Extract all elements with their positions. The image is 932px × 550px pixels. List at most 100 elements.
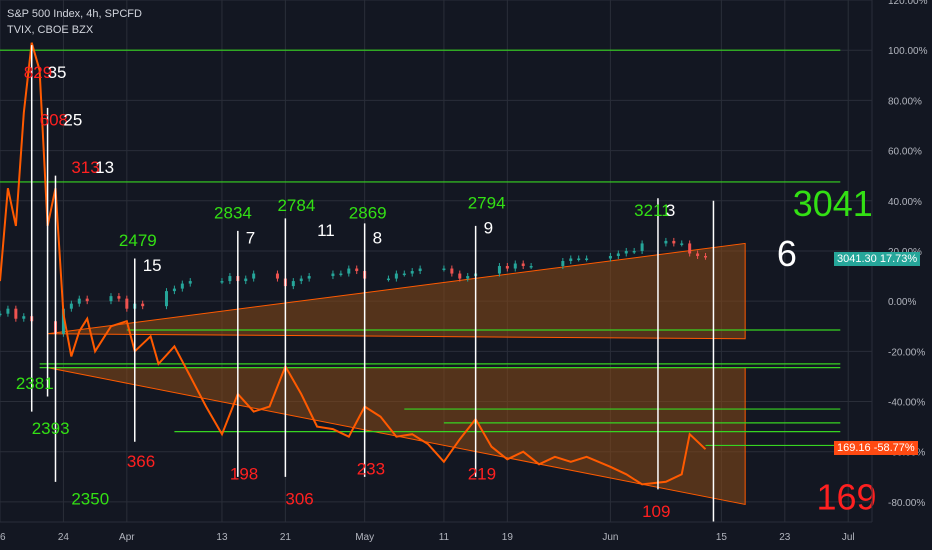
candle <box>85 298 89 302</box>
x-tick-label: May <box>355 532 374 543</box>
annotation-label: 313 <box>71 158 99 177</box>
annotation-label: 3041 <box>793 183 873 224</box>
tvix-pct: -58.77% <box>873 442 915 454</box>
candle <box>61 308 65 334</box>
candle <box>172 288 176 292</box>
annotation-label: 608 <box>40 110 68 129</box>
candle <box>529 266 533 268</box>
candle <box>180 283 184 289</box>
annotation-label: 9 <box>484 218 493 237</box>
candle <box>220 281 224 283</box>
y-tick-label: 0.00% <box>888 297 916 308</box>
x-tick-label: Apr <box>119 532 135 543</box>
candle <box>521 263 525 267</box>
candle <box>6 308 10 314</box>
compare-series-legend[interactable]: TVIX, CBOE BZX <box>7 24 94 36</box>
candle <box>291 281 295 287</box>
annotation-label: 829 <box>24 63 52 82</box>
wedge <box>47 242 746 340</box>
x-tick-label: 19 <box>502 532 514 543</box>
candle <box>299 278 303 282</box>
candle <box>577 258 581 260</box>
annotation-label: 15 <box>143 256 162 275</box>
annotation-label: 306 <box>285 489 313 508</box>
candle <box>77 298 81 304</box>
x-tick-label: Jun <box>602 532 618 543</box>
annotation-label: 6 <box>777 233 797 274</box>
candle <box>275 273 279 279</box>
candle <box>252 273 256 279</box>
annotation-label: 169 <box>817 476 877 517</box>
y-tick-label: 60.00% <box>888 147 922 158</box>
x-axis[interactable]: 16 24 Apr 13 21 May 11 19 Jun 15 23 Jul <box>0 521 872 543</box>
candle <box>624 250 628 254</box>
annotation-label: 2350 <box>71 489 109 508</box>
annotation-label: 8 <box>373 228 382 247</box>
candle <box>331 273 335 277</box>
candle <box>672 240 676 244</box>
annotation-label: 2869 <box>349 203 387 222</box>
candle <box>69 303 73 309</box>
candle <box>616 253 620 256</box>
x-tick-label: 11 <box>439 532 450 543</box>
candle <box>632 250 636 253</box>
candle <box>0 313 2 316</box>
candle <box>386 278 390 281</box>
annotation-label: 219 <box>468 464 496 483</box>
candle <box>410 271 414 274</box>
candle <box>355 268 359 272</box>
x-tick-label: 16 <box>0 532 6 543</box>
candle <box>696 253 700 256</box>
x-tick-label: 15 <box>716 532 728 543</box>
candle <box>22 316 26 319</box>
x-tick-label: 13 <box>216 532 228 543</box>
spx-pct: 17.73% <box>879 253 918 265</box>
annotation-label: 3211 <box>634 201 671 220</box>
tvix-line <box>0 42 707 486</box>
annotation-label: 109 <box>642 502 670 521</box>
annotation-label: 233 <box>357 459 385 478</box>
candle <box>680 243 684 245</box>
annotation-label: 2381 <box>16 374 54 393</box>
annotation-label: 35 <box>48 63 67 82</box>
main-series-legend[interactable]: S&P 500 Index, 4h, SPCFD <box>7 8 142 20</box>
tvix-series-line <box>0 42 707 486</box>
y-tick-label: 120.00% <box>888 0 928 7</box>
annotation-label: 2479 <box>119 231 157 250</box>
x-tick-label: 24 <box>58 532 70 543</box>
candle <box>339 273 343 276</box>
candle <box>458 273 462 279</box>
annotation-label: 11 <box>317 221 335 240</box>
annotation-label: 7 <box>246 228 255 247</box>
candle <box>561 261 565 267</box>
candle <box>109 296 113 302</box>
annotation-label: 13 <box>95 158 114 177</box>
annotation-label: 2834 <box>214 203 252 222</box>
annotation-label: 2393 <box>32 419 70 438</box>
vertical-markers <box>30 45 715 522</box>
candle <box>608 255 612 259</box>
y-tick-label: -80.00% <box>888 498 925 509</box>
y-tick-label: -20.00% <box>888 347 925 358</box>
candle <box>402 273 406 276</box>
y-tick-label: 100.00% <box>888 46 928 57</box>
candle <box>704 255 708 258</box>
annotation-label: 366 <box>127 452 155 471</box>
annotation-label: 2794 <box>468 193 506 212</box>
candle <box>141 303 145 307</box>
y-tick-label: -40.00% <box>888 398 925 409</box>
annotation-label: 25 <box>63 110 82 129</box>
tvix-price-badge: 169.16 -58.77% <box>834 441 918 455</box>
candle <box>394 273 398 279</box>
candle <box>640 243 644 251</box>
candle <box>442 268 446 271</box>
candle <box>228 276 232 282</box>
annotation-label: 2784 <box>277 196 315 215</box>
candle <box>188 281 192 284</box>
candle <box>585 258 589 260</box>
x-tick-label: Jul <box>842 532 855 543</box>
candle <box>307 276 311 279</box>
